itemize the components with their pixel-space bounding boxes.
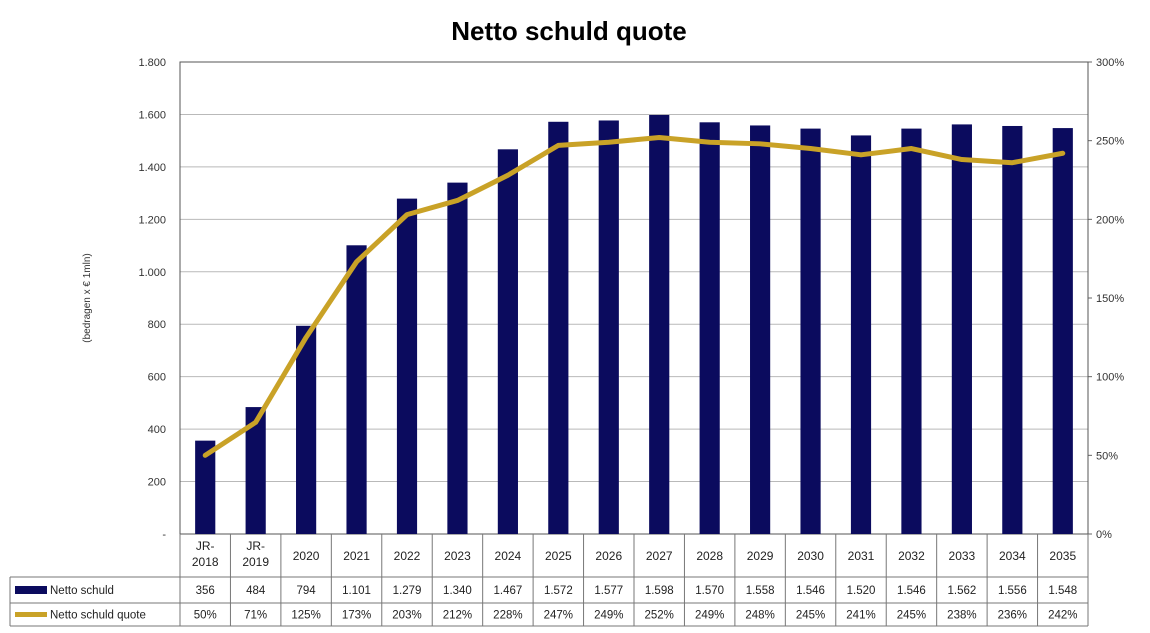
table-cell: 245% [796, 610, 825, 622]
category-label: 2034 [999, 549, 1026, 563]
y-tick-label: 400 [148, 424, 166, 436]
table-cell: 1.101 [342, 585, 371, 597]
y-tick-label: 200 [148, 477, 166, 489]
table-cell: 1.570 [695, 585, 724, 597]
category-label: 2032 [898, 549, 925, 563]
y-tick-label: 800 [148, 319, 166, 331]
bar [1052, 128, 1073, 534]
legend-label: Netto schuld quote [50, 610, 146, 622]
table-cell: 238% [947, 610, 976, 622]
y2-tick-label: 200% [1096, 214, 1124, 226]
y2-tick-label: 150% [1096, 293, 1124, 305]
category-label: 2031 [848, 549, 875, 563]
category-label: 2026 [595, 549, 622, 563]
table-cell: 203% [392, 610, 421, 622]
chart-title: Netto schuld quote [451, 16, 686, 46]
table-cell: 252% [645, 610, 674, 622]
bar [800, 128, 821, 535]
table-cell: 125% [291, 610, 320, 622]
table-cell: 1.572 [544, 585, 573, 597]
category-label: 2022 [394, 549, 421, 563]
table-cell: 247% [544, 610, 573, 622]
y-tick-label: 1.000 [138, 267, 166, 279]
category-label: 2024 [495, 549, 522, 563]
y-tick-label: 1.400 [138, 162, 166, 174]
y-tick-label: 600 [148, 372, 166, 384]
bar [447, 182, 468, 534]
category-label: 2023 [444, 549, 471, 563]
table-cell: 241% [846, 610, 875, 622]
bar [245, 407, 266, 534]
table-cell: 212% [443, 610, 472, 622]
bar [649, 114, 670, 535]
bar [296, 325, 317, 534]
table-cell: 242% [1048, 610, 1077, 622]
line-series [202, 135, 1066, 458]
table-cell: 484 [246, 585, 266, 597]
category-label: JR-2018 [192, 539, 219, 569]
category-label: 2030 [797, 549, 824, 563]
category-label: 2029 [747, 549, 774, 563]
y2-tick-label: 300% [1096, 57, 1124, 69]
bar [901, 128, 922, 535]
table-cell: 356 [196, 585, 215, 597]
bar [548, 121, 569, 534]
table-cell: 245% [897, 610, 926, 622]
legend-swatch-bar [15, 586, 47, 594]
table-cell: 249% [594, 610, 623, 622]
y2-tick-label: 50% [1096, 450, 1118, 462]
y2-tick-label: 250% [1096, 136, 1124, 148]
category-label: 2033 [949, 549, 976, 563]
y2-tick-label: 100% [1096, 372, 1124, 384]
category-label: 2021 [343, 549, 370, 563]
table-cell: 1.279 [393, 585, 422, 597]
category-label: 2025 [545, 549, 572, 563]
table-cell: 1.467 [493, 585, 522, 597]
category-label: 2035 [1049, 549, 1076, 563]
category-label: JR-2019 [242, 539, 269, 569]
bar [699, 122, 720, 535]
category-label: 2028 [696, 549, 723, 563]
table-cell: 1.577 [594, 585, 623, 597]
legend-label: Netto schuld [50, 585, 114, 597]
table-cell: 1.556 [998, 585, 1027, 597]
bar [1002, 125, 1023, 534]
table-cell: 228% [493, 610, 522, 622]
table-cell: 1.546 [897, 585, 926, 597]
y-tick-label: - [162, 529, 166, 541]
table-cell: 50% [194, 610, 217, 622]
table-cell: 1.520 [847, 585, 876, 597]
y-tick-label: 1.600 [138, 109, 166, 121]
category-label: 2020 [293, 549, 320, 563]
table-cell: 1.562 [947, 585, 976, 597]
table-cell: 248% [745, 610, 774, 622]
y-tick-label: 1.800 [138, 57, 166, 69]
table-cell: 794 [297, 585, 317, 597]
table-cell: 236% [998, 610, 1027, 622]
table-cell: 249% [695, 610, 724, 622]
table-cell: 1.548 [1048, 585, 1077, 597]
table-cell: 1.340 [443, 585, 472, 597]
category-label: 2027 [646, 549, 673, 563]
table-cell: 1.558 [746, 585, 775, 597]
y2-tick-label: 0% [1096, 529, 1112, 541]
bar [750, 125, 771, 535]
table-cell: 71% [244, 610, 267, 622]
table-cell: 173% [342, 610, 371, 622]
bar [346, 245, 367, 534]
y-axis-label: (bedragen x € 1mln) [82, 253, 93, 343]
bar [951, 124, 972, 535]
bar [497, 149, 518, 534]
table-cell: 1.546 [796, 585, 825, 597]
y-tick-label: 1.200 [138, 214, 166, 226]
bar [850, 135, 872, 534]
bar [396, 198, 418, 534]
bar [195, 440, 216, 534]
table-cell: 1.598 [645, 585, 674, 597]
bar [598, 120, 619, 534]
